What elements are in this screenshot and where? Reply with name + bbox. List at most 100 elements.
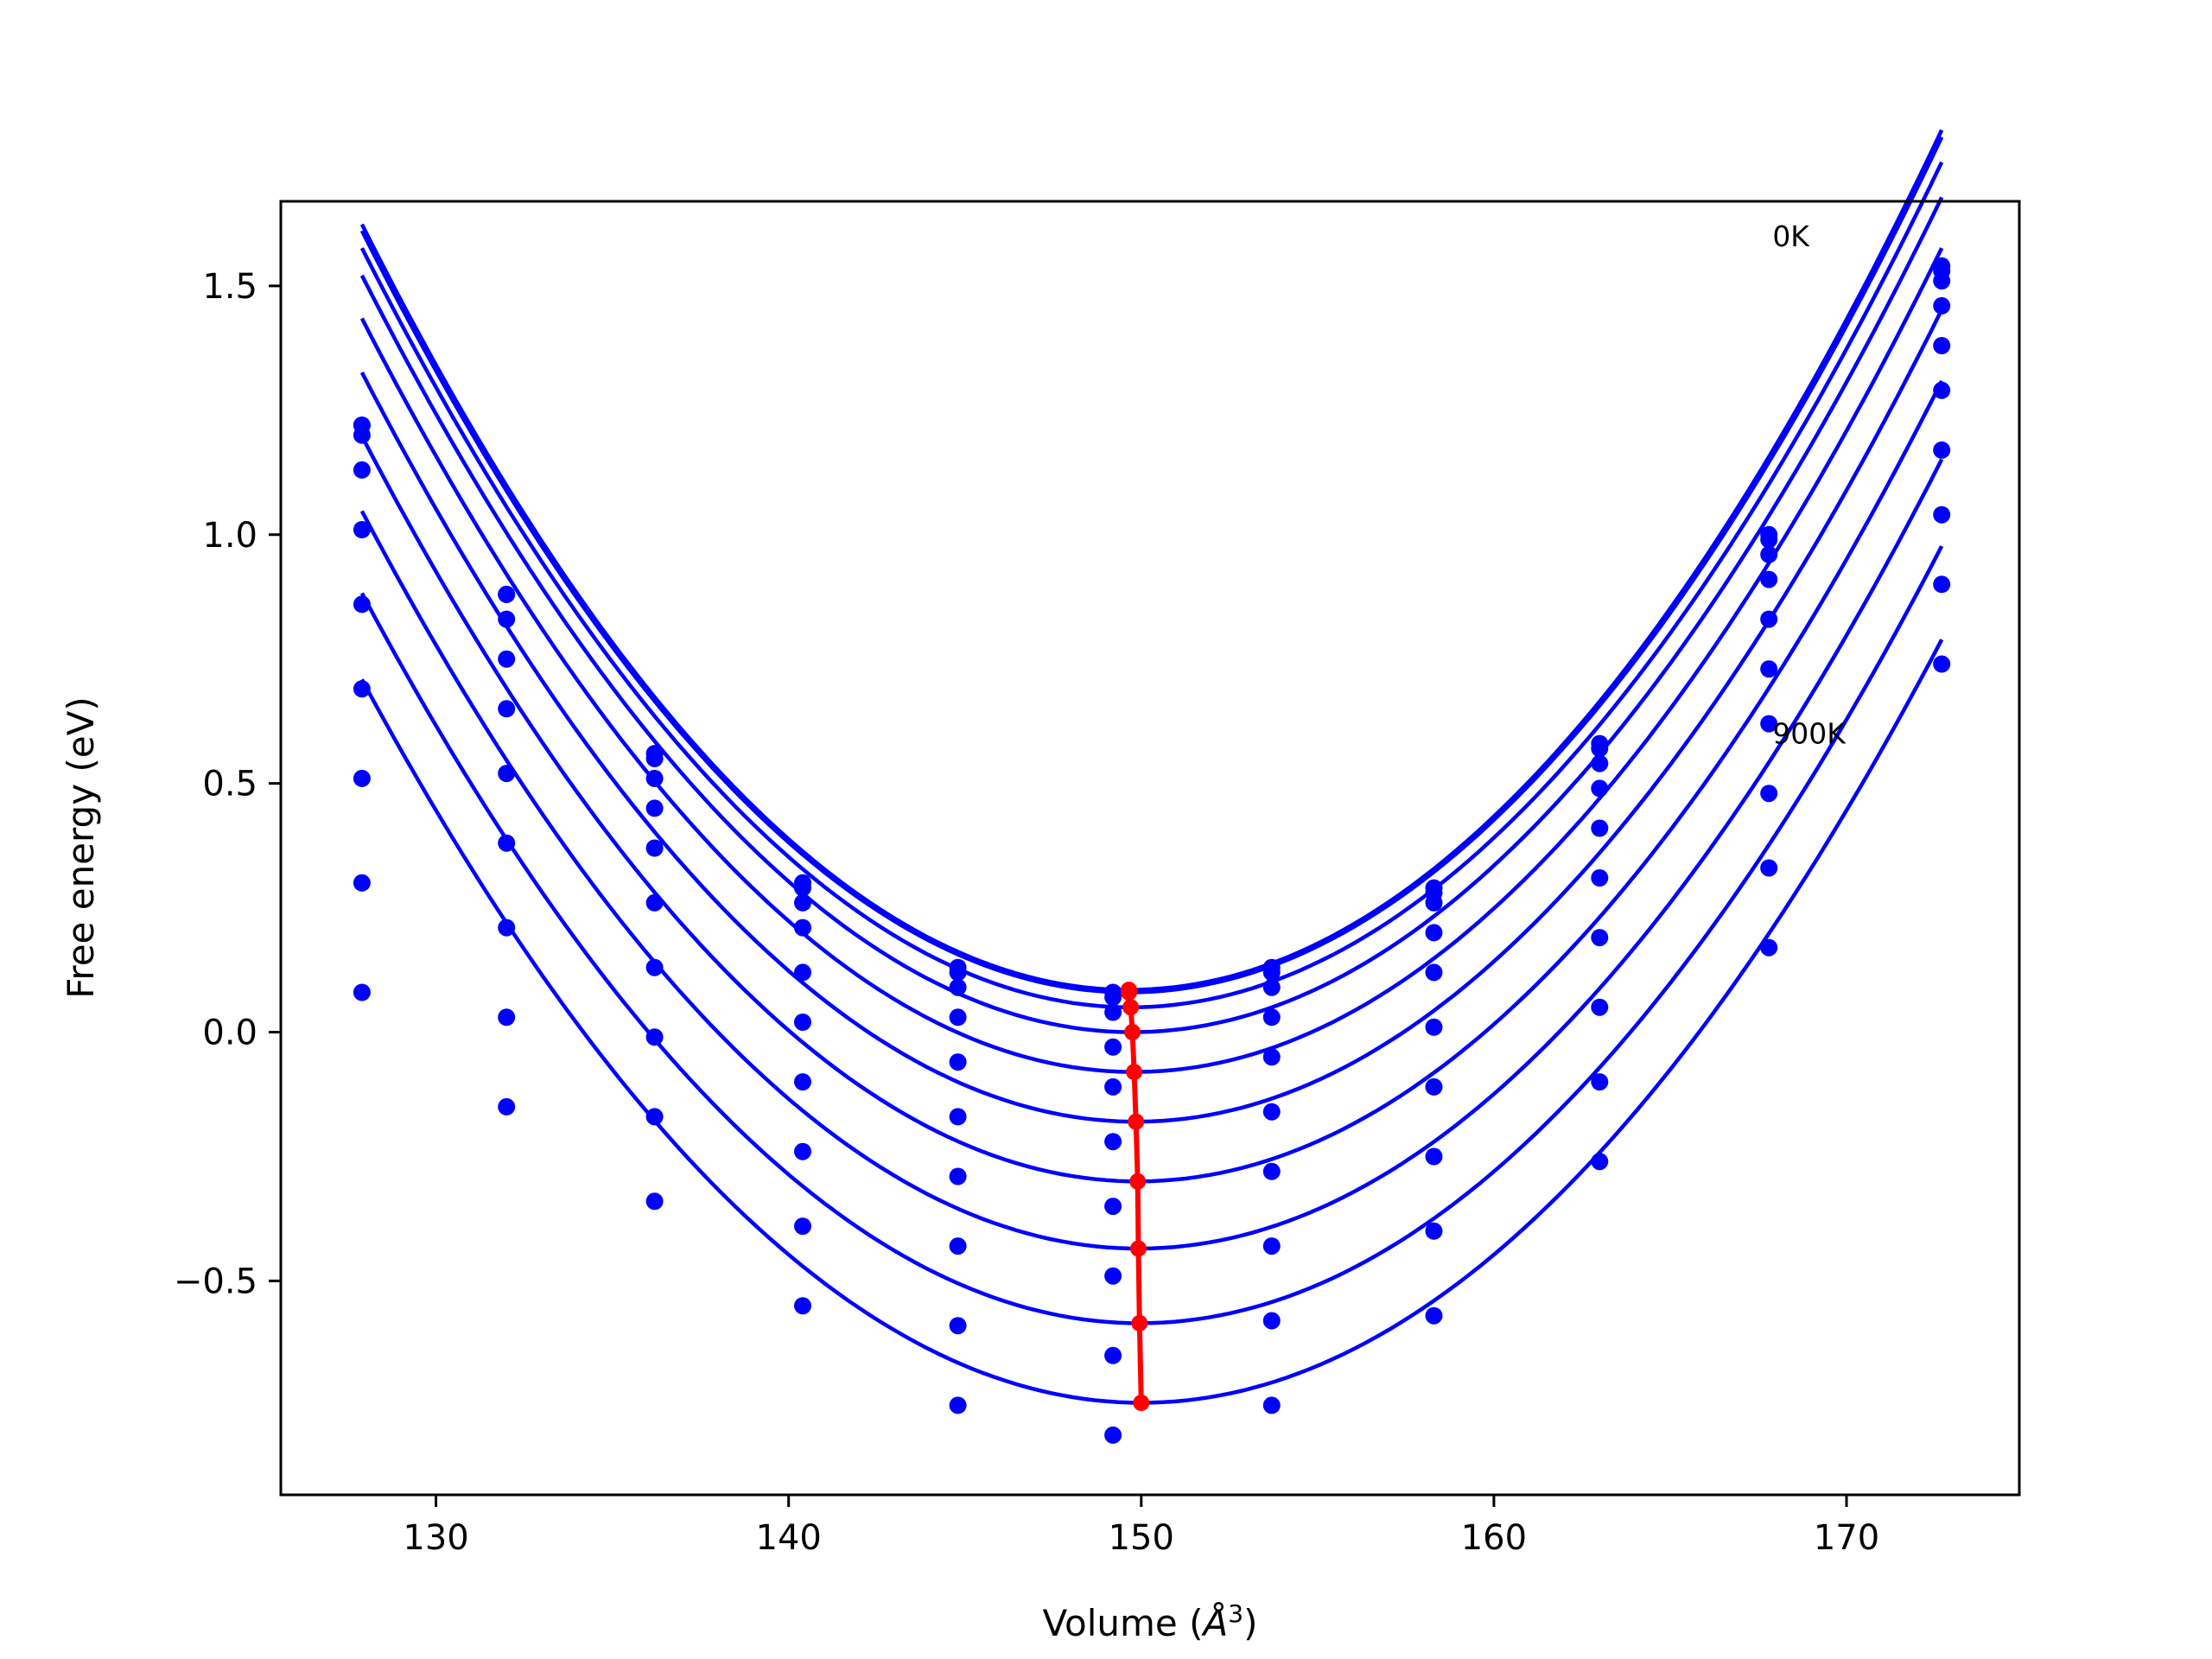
data-point-s5-6 bbox=[1104, 1077, 1122, 1096]
axes-frame bbox=[279, 200, 2021, 1497]
equilibrium-point-8 bbox=[1130, 1240, 1147, 1257]
data-point-s8-6 bbox=[1104, 1267, 1122, 1285]
data-point-s8-5 bbox=[949, 1237, 967, 1255]
data-point-s4-3 bbox=[645, 799, 664, 817]
data-point-s7-7 bbox=[1262, 1162, 1281, 1180]
data-point-s3-2 bbox=[498, 610, 516, 628]
y-tick-label: −0.5 bbox=[174, 1262, 257, 1301]
data-point-s3-8 bbox=[1425, 893, 1443, 912]
data-point-s4-1 bbox=[353, 461, 371, 479]
data-point-s3-5 bbox=[949, 978, 967, 996]
y-axis-label: Free energy (eV) bbox=[60, 696, 102, 999]
data-point-s3-9 bbox=[1591, 754, 1609, 772]
x-tick-label: 150 bbox=[1109, 1518, 1174, 1558]
data-point-s2-6 bbox=[1104, 988, 1122, 1007]
data-point-s4-10 bbox=[1760, 570, 1778, 588]
data-point-s6-3 bbox=[645, 893, 664, 912]
data-point-s5-5 bbox=[949, 1053, 967, 1071]
fit-curve-5 bbox=[359, 247, 1944, 1074]
data-point-s5-4 bbox=[794, 963, 811, 982]
x-tick-label: 170 bbox=[1814, 1518, 1879, 1558]
data-point-s9-8 bbox=[1425, 1222, 1443, 1240]
data-point-s9-2 bbox=[498, 1008, 516, 1027]
y-tick-label: 0.5 bbox=[202, 765, 257, 804]
data-point-s10-5 bbox=[949, 1396, 967, 1414]
data-point-s9-6 bbox=[1104, 1346, 1122, 1364]
y-tick-label: 0.0 bbox=[202, 1014, 257, 1053]
data-point-s7-11 bbox=[1933, 441, 1951, 459]
data-point-s5-7 bbox=[1262, 1048, 1281, 1066]
data-point-s7-9 bbox=[1591, 929, 1609, 947]
data-point-s5-10 bbox=[1760, 610, 1778, 628]
data-point-s2-3 bbox=[645, 749, 664, 767]
data-point-s10-7 bbox=[1262, 1396, 1281, 1414]
data-point-s10-2 bbox=[498, 1097, 516, 1116]
data-point-s2-4 bbox=[794, 879, 811, 897]
data-point-s4-6 bbox=[1104, 1038, 1122, 1056]
y-tick-label: 1.0 bbox=[202, 516, 257, 556]
y-axis: −0.5 0.0 0.5 1.0 1.5 bbox=[174, 267, 281, 1301]
data-point-s4-7 bbox=[1262, 1008, 1281, 1027]
data-point-s9-5 bbox=[949, 1317, 967, 1335]
data-point-s4-5 bbox=[949, 1008, 967, 1027]
data-point-s7-2 bbox=[498, 834, 516, 852]
data-point-s4-2 bbox=[498, 650, 516, 668]
data-point-s10-11 bbox=[1933, 655, 1951, 673]
data-point-s8-8 bbox=[1425, 1147, 1443, 1166]
annotation-label-1: 0K bbox=[1772, 219, 1810, 253]
equilibrium-point-2 bbox=[1121, 984, 1137, 1001]
fit-curve-9 bbox=[359, 544, 1944, 1325]
data-point-s3-4 bbox=[794, 893, 811, 912]
data-point-s6-11 bbox=[1933, 381, 1951, 399]
x-axis-label: Volume (Å3) bbox=[1043, 1599, 1258, 1644]
data-point-s5-2 bbox=[498, 700, 516, 718]
data-point-s7-10 bbox=[1760, 715, 1778, 733]
x-tick-label: 160 bbox=[1461, 1518, 1527, 1558]
data-point-s10-1 bbox=[353, 983, 371, 1001]
equilibrium-point-3 bbox=[1122, 999, 1140, 1016]
data-point-s6-7 bbox=[1262, 1103, 1281, 1121]
x-tick-label: 130 bbox=[403, 1518, 468, 1558]
data-point-s6-1 bbox=[353, 595, 371, 613]
fit-curve-1 bbox=[359, 129, 1944, 992]
data-point-s10-10 bbox=[1760, 938, 1778, 957]
data-point-s6-4 bbox=[794, 1014, 811, 1031]
data-point-s3-6 bbox=[1104, 1003, 1122, 1021]
data-point-s8-1 bbox=[353, 769, 371, 787]
data-point-s5-11 bbox=[1933, 337, 1951, 354]
data-point-s5-3 bbox=[645, 839, 664, 857]
data-point-s9-11 bbox=[1933, 575, 1951, 594]
data-point-s9-1 bbox=[353, 874, 371, 892]
fit-curve-6 bbox=[359, 308, 1944, 1124]
data-point-s9-3 bbox=[645, 1108, 664, 1126]
curve-annotations: 0K 900K bbox=[1772, 219, 1847, 751]
annotation-label-2: 900K bbox=[1772, 717, 1847, 751]
data-point-s7-5 bbox=[949, 1167, 967, 1185]
data-point-s5-1 bbox=[353, 521, 371, 538]
data-point-s3-11 bbox=[1933, 272, 1951, 290]
x-tick-label: 140 bbox=[756, 1518, 822, 1558]
plot-area bbox=[353, 129, 1951, 1444]
data-point-s4-8 bbox=[1425, 924, 1443, 942]
fit-curve-8 bbox=[359, 458, 1944, 1251]
equilibrium-point-6 bbox=[1128, 1113, 1145, 1130]
x-axis: 130 140 150 160 170 bbox=[403, 1495, 1879, 1558]
x-axis-unit-exponent: 3 bbox=[1228, 1599, 1243, 1628]
data-point-s10-4 bbox=[794, 1297, 811, 1315]
data-point-s10-8 bbox=[1425, 1306, 1443, 1325]
data-point-s6-8 bbox=[1425, 1018, 1443, 1036]
data-point-s8-4 bbox=[794, 1142, 811, 1160]
data-point-s7-6 bbox=[1104, 1198, 1122, 1216]
data-point-s8-7 bbox=[1262, 1237, 1281, 1255]
data-point-s9-9 bbox=[1591, 1073, 1609, 1091]
x-axis-unit-symbol: Å bbox=[1201, 1601, 1229, 1644]
data-point-s9-4 bbox=[794, 1217, 811, 1236]
data-point-s9-10 bbox=[1760, 859, 1778, 877]
data-point-s5-8 bbox=[1425, 963, 1443, 982]
data-point-s7-1 bbox=[353, 680, 371, 698]
data-point-s10-6 bbox=[1104, 1426, 1122, 1444]
data-point-s5-9 bbox=[1591, 819, 1609, 837]
fit-curve-7 bbox=[359, 379, 1944, 1184]
